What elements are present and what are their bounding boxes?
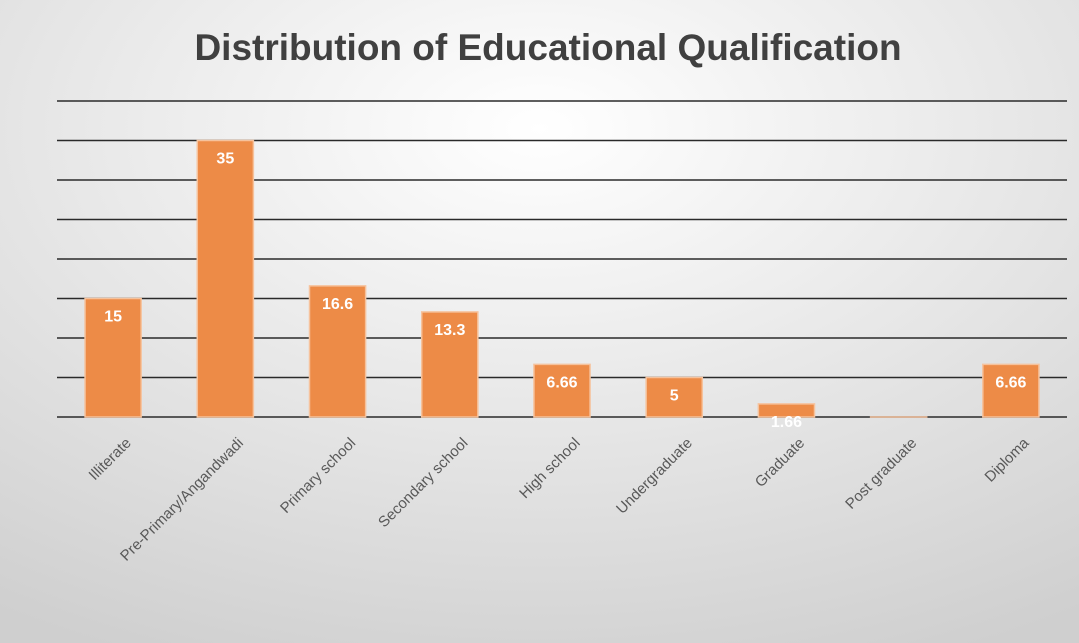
data-label: 16.6: [322, 296, 353, 313]
data-label: 5: [670, 388, 679, 405]
data-label: 15: [104, 309, 122, 326]
bar: [645, 376, 704, 418]
data-label: 6.66: [546, 375, 577, 392]
data-label: 35: [216, 151, 234, 168]
bar: [196, 139, 255, 418]
bar: [308, 285, 367, 418]
bar: [982, 363, 1040, 418]
bar: [533, 363, 591, 418]
bar: [420, 311, 479, 418]
data-label: 13.3: [434, 322, 465, 339]
data-label: 6.66: [995, 375, 1026, 392]
data-label: 1.66: [771, 414, 802, 431]
chart-title: Distribution of Educational Qualificatio…: [194, 27, 901, 68]
bar: [84, 297, 142, 418]
bar: [757, 403, 816, 418]
